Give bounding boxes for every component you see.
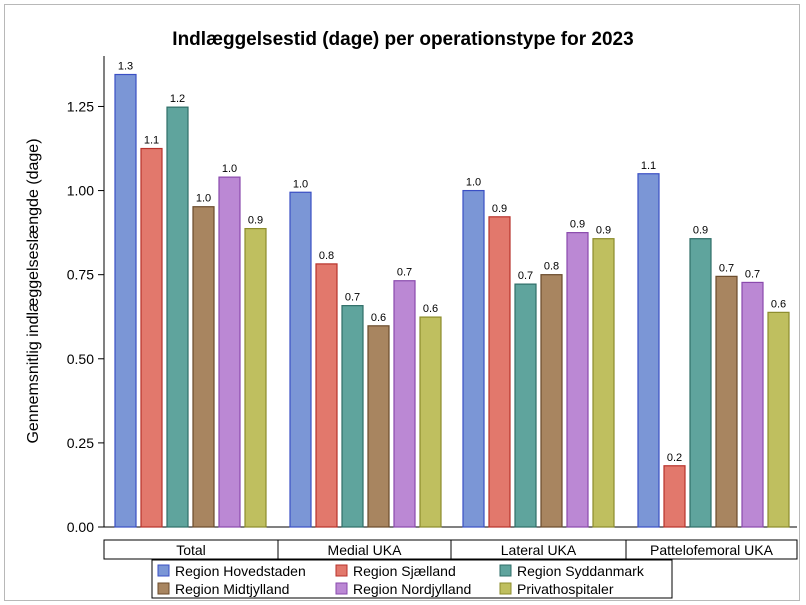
legend: Region Hovedstaden Region Sjælland Region …: [151, 559, 673, 599]
data-label: 1.1: [144, 135, 159, 147]
bar: [367, 325, 390, 528]
legend-label: Region Midtjylland: [175, 581, 289, 597]
legend-swatch: [157, 582, 170, 595]
legend-label: Region Hovedstaden: [175, 563, 306, 579]
y-axis-label: Gennemsnitlig indlæggelseslængde (dage): [25, 138, 42, 443]
legend-label: Region Nordjylland: [353, 581, 471, 597]
data-label: 1.3: [118, 61, 133, 73]
bar: [637, 173, 660, 528]
y-axis: 0.00 0.25 0.50 0.75 1.00 1.25: [67, 56, 797, 535]
data-label: 0.7: [745, 268, 760, 280]
legend-label: Region Syddanmark: [517, 563, 645, 579]
legend-label: Privathospitaler: [517, 581, 614, 597]
data-label: 0.7: [397, 267, 412, 279]
data-label: 0.6: [423, 303, 438, 315]
y-tick-label: 1.00: [67, 183, 94, 199]
data-label: 0.9: [248, 215, 263, 227]
bar: [715, 275, 738, 528]
data-label: 0.7: [719, 262, 734, 274]
data-label: 1.0: [293, 178, 308, 190]
bar: [488, 216, 511, 528]
bar: [514, 283, 537, 528]
bar: [462, 189, 485, 528]
data-label: 0.7: [345, 292, 360, 304]
bars-group: 1.3 1.1 1.2 1.0 1.0 0.9 1.0 0.8 0.7 0.6 0.7 0.6 1.0 0…: [114, 61, 790, 528]
category-label: Medial UKA: [328, 542, 403, 558]
data-label: 0.6: [371, 312, 386, 324]
bar: [192, 206, 215, 528]
data-label: 1.0: [222, 163, 237, 175]
category-label: Pattelofemoral UKA: [650, 542, 774, 558]
y-tick-label: 0.75: [67, 267, 94, 283]
data-label: 0.6: [771, 298, 786, 310]
data-label: 1.0: [466, 177, 481, 189]
legend-label: Region Sjælland: [353, 563, 456, 579]
category-axis: Total Medial UKA Lateral UKA Pattelofemoral…: [103, 539, 798, 560]
data-label: 0.8: [319, 250, 334, 262]
bar: [244, 227, 267, 528]
bar: [419, 316, 442, 528]
bar: [592, 238, 615, 528]
bar: [741, 281, 764, 528]
bar: [663, 465, 686, 528]
bar: [341, 305, 364, 528]
bar: [767, 311, 790, 528]
data-label: 1.0: [196, 193, 211, 205]
data-label: 0.9: [570, 219, 585, 231]
data-label: 0.7: [518, 270, 533, 282]
data-label: 0.9: [492, 203, 507, 215]
data-label: 0.9: [693, 225, 708, 237]
data-label: 1.2: [170, 93, 185, 105]
y-tick-label: 0.50: [67, 351, 94, 367]
chart-frame: [4, 4, 800, 601]
legend-swatch: [499, 564, 512, 577]
chart-title: Indlæggelsestid (dage) per operationstyp…: [172, 29, 633, 50]
legend-swatch: [335, 564, 348, 577]
bar: [566, 232, 589, 528]
category-label: Lateral UKA: [501, 542, 577, 558]
data-label: 0.9: [596, 225, 611, 237]
legend-swatch: [335, 582, 348, 595]
y-tick-label: 0.00: [67, 519, 94, 535]
data-label: 1.1: [641, 160, 656, 172]
bar: [393, 280, 416, 528]
legend-swatch: [157, 564, 170, 577]
y-tick-label: 0.25: [67, 435, 94, 451]
bar: [315, 263, 338, 528]
bar: [166, 106, 189, 528]
bar: [218, 176, 241, 528]
category-label: Total: [176, 542, 206, 558]
legend-box: [151, 559, 673, 599]
bar: [289, 191, 312, 528]
data-label: 0.2: [667, 452, 682, 464]
data-label: 0.8: [544, 261, 559, 273]
bar: [689, 238, 712, 528]
bar: [140, 147, 163, 528]
bar: [540, 274, 563, 528]
bar: [114, 73, 137, 528]
y-tick-label: 1.25: [67, 98, 94, 114]
legend-swatch: [499, 582, 512, 595]
